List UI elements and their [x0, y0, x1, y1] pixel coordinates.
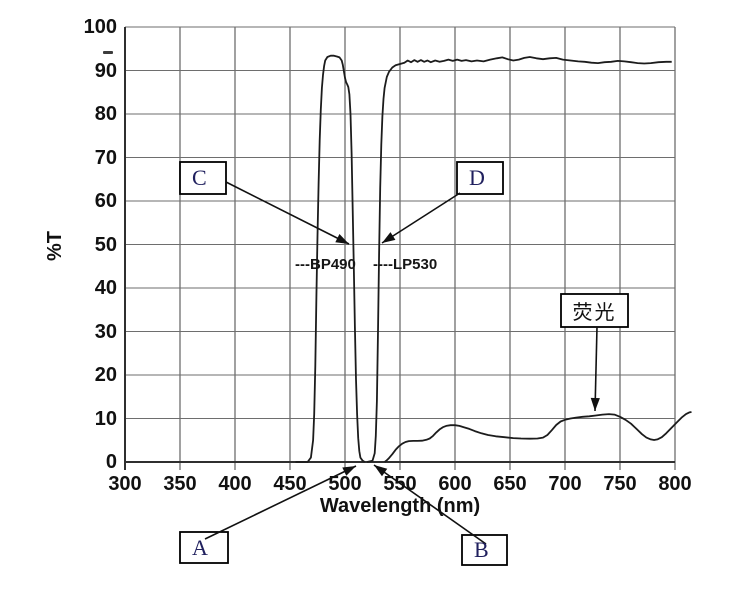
y-tick-label: 90 [94, 59, 117, 82]
annotation-arrowhead-d [382, 232, 396, 243]
x-tick-label: 800 [658, 473, 692, 495]
annotation-box-d [456, 161, 504, 195]
annotation-box-c [179, 161, 227, 195]
annotation-arrow-line-c [225, 181, 350, 245]
annotation-box-a [179, 531, 229, 564]
x-tick-label: 450 [273, 473, 307, 495]
y-tick-label: 30 [94, 320, 117, 343]
x-tick-label: 600 [438, 473, 472, 495]
y-axis-title: %T [43, 231, 66, 261]
curve-fluorescence [384, 411, 692, 463]
annotation-arrowhead-a [342, 466, 356, 476]
x-tick-label: 400 [218, 473, 252, 495]
annotation-arrow-line-d [381, 192, 461, 244]
y-tick-label: 80 [94, 103, 117, 125]
x-tick-label: 650 [493, 473, 527, 495]
x-tick-label: 300 [108, 473, 142, 495]
x-tick-label: 700 [548, 473, 582, 495]
x-tick-label: 750 [603, 473, 637, 495]
scan-artifact-mark [103, 51, 113, 54]
annotation-label-fluorescence: 荧光 [572, 302, 617, 324]
annotation-box-fluor [560, 293, 629, 328]
grid-lines [124, 26, 676, 470]
x-tick-label: 350 [163, 473, 197, 495]
x-tick-label: 550 [383, 473, 417, 495]
annotation-arrow-line-fluor [594, 326, 598, 412]
annotation-label-c: C [192, 165, 207, 190]
bp490-curve-label: ---BP490 [295, 256, 356, 273]
y-tick-label: 10 [94, 407, 117, 430]
annotation-label-b: B [474, 537, 489, 562]
annotation-boxes [179, 161, 629, 566]
annotation-box-b [461, 534, 508, 566]
spectral-curves [295, 54, 692, 463]
y-tick-label: 70 [94, 146, 117, 169]
curve-bp490 [295, 54, 366, 463]
y-tick-label: 100 [83, 16, 117, 38]
annotation-label-d: D [469, 165, 485, 190]
annotation-arrowhead-fluor [590, 397, 600, 411]
annotation-arrowhead-b [374, 465, 388, 477]
y-tick-label: 40 [94, 277, 117, 299]
annotation-arrow-line-b [373, 464, 487, 545]
y-tick-label: 20 [94, 364, 117, 386]
axis-lines [124, 27, 675, 470]
annotation-arrowhead-c [335, 234, 349, 244]
annotation-arrow-line-a [204, 465, 357, 540]
annotation-arrows [204, 181, 600, 545]
x-axis-title: Wavelength (nm) [319, 495, 481, 517]
y-tick-label: 50 [94, 233, 117, 256]
x-tick-label: 500 [328, 473, 362, 495]
annotation-label-a: A [192, 534, 208, 560]
y-tick-label: 60 [94, 190, 117, 212]
curve-lp530 [366, 56, 672, 463]
y-tick-label: 0 [105, 451, 117, 473]
lp530-curve-label: ----LP530 [373, 256, 438, 273]
